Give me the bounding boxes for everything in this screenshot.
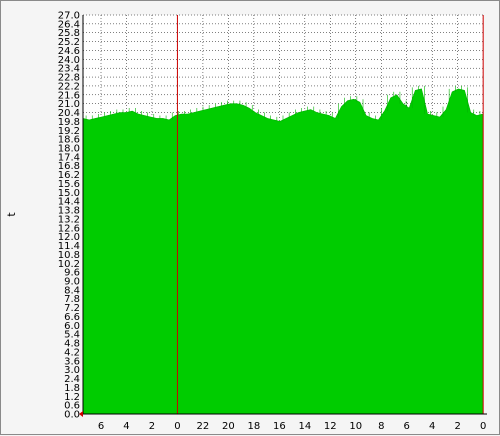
y-tick-label: 12.6 bbox=[58, 223, 80, 234]
y-tick-label: 22.2 bbox=[58, 81, 80, 92]
y-tick-label: 17.4 bbox=[58, 152, 80, 163]
y-tick-label: 3.6 bbox=[64, 356, 80, 367]
y-tick-label: 22.8 bbox=[58, 73, 80, 84]
x-tick-label: 16 bbox=[273, 421, 286, 432]
y-tick-label: 13.8 bbox=[58, 206, 80, 217]
y-tick-label: 18.0 bbox=[58, 144, 80, 155]
y-tick-label: 5.4 bbox=[64, 330, 80, 341]
y-axis-label: t bbox=[5, 212, 18, 217]
y-tick-label: 23.4 bbox=[58, 64, 80, 75]
x-tick-label: 18 bbox=[247, 421, 260, 432]
y-tick-label: 16.2 bbox=[58, 170, 80, 181]
y-tick-label: 19.8 bbox=[58, 117, 80, 128]
series-spikes bbox=[85, 85, 481, 122]
y-tick-label: 18.6 bbox=[58, 135, 80, 146]
y-tick-label: 9.6 bbox=[64, 268, 80, 279]
y-tick-label: 16.8 bbox=[58, 161, 80, 172]
x-tick-label: 22 bbox=[197, 421, 210, 432]
y-tick-label: 14.4 bbox=[58, 197, 80, 208]
y-tick-label: 7.8 bbox=[64, 294, 80, 305]
y-tick-label: 8.4 bbox=[64, 285, 80, 296]
y-tick-label: 3.0 bbox=[64, 365, 80, 376]
y-tick-label: 12.0 bbox=[58, 232, 80, 243]
axes bbox=[79, 15, 487, 417]
y-tick-label: 27.0 bbox=[58, 11, 80, 22]
y-tick-label: 20.4 bbox=[58, 108, 80, 119]
x-tick-label: 6 bbox=[404, 421, 410, 432]
y-tick-label: 10.2 bbox=[58, 259, 80, 270]
y-tick-label: 0.0 bbox=[64, 410, 80, 421]
x-tick-label: 2 bbox=[455, 421, 461, 432]
y-tick-label: 25.8 bbox=[58, 28, 80, 39]
y-tick-label: 15.6 bbox=[58, 179, 80, 190]
y-tick-label: 15.0 bbox=[58, 188, 80, 199]
y-tick-label: 24.0 bbox=[58, 55, 80, 66]
x-tick-label: 4 bbox=[123, 421, 129, 432]
y-tick-label: 26.4 bbox=[58, 19, 80, 30]
x-tick-label: 2 bbox=[149, 421, 155, 432]
y-tick-label: 24.6 bbox=[58, 46, 80, 57]
x-tick-label: 0 bbox=[480, 421, 486, 432]
y-tick-label: 10.8 bbox=[58, 250, 80, 261]
y-tick-label: 25.2 bbox=[58, 37, 80, 48]
y-tick-label: 1.2 bbox=[64, 392, 80, 403]
y-tick-label: 21.0 bbox=[58, 99, 80, 110]
x-tick-label: 10 bbox=[349, 421, 362, 432]
vertical-markers bbox=[176, 15, 484, 414]
y-tick-label: 6.0 bbox=[64, 321, 80, 332]
y-tick-labels: 0.00.61.21.82.43.03.64.24.85.46.06.67.27… bbox=[58, 11, 80, 421]
y-tick-label: 0.6 bbox=[64, 401, 80, 412]
x-tick-label: 14 bbox=[298, 421, 311, 432]
y-tick-label: 7.2 bbox=[64, 303, 80, 314]
y-tick-label: 1.8 bbox=[64, 383, 80, 394]
x-tick-label: 4 bbox=[429, 421, 435, 432]
y-tick-label: 19.2 bbox=[58, 126, 80, 137]
series-area bbox=[82, 88, 484, 415]
y-tick-label: 2.4 bbox=[64, 374, 80, 385]
x-tick-label: 6 bbox=[98, 421, 104, 432]
y-tick-label: 11.4 bbox=[58, 241, 80, 252]
y-tick-label: 4.2 bbox=[64, 347, 80, 358]
x-tick-label: 12 bbox=[324, 421, 337, 432]
x-tick-label: 8 bbox=[378, 421, 384, 432]
x-tick-labels: 6 4 2 0 22 20 18 16 14 12 10 8 6 4 2 0 bbox=[98, 421, 487, 432]
y-tick-label: 6.6 bbox=[64, 312, 80, 323]
y-tick-label: 21.6 bbox=[58, 90, 80, 101]
y-tick-label: 13.2 bbox=[58, 214, 80, 225]
axis-origin-arrow bbox=[79, 411, 83, 417]
x-tick-label: 20 bbox=[222, 421, 235, 432]
y-tick-label: 4.8 bbox=[64, 339, 80, 350]
y-tick-label: 9.0 bbox=[64, 277, 80, 288]
x-tick-label: 0 bbox=[174, 421, 180, 432]
